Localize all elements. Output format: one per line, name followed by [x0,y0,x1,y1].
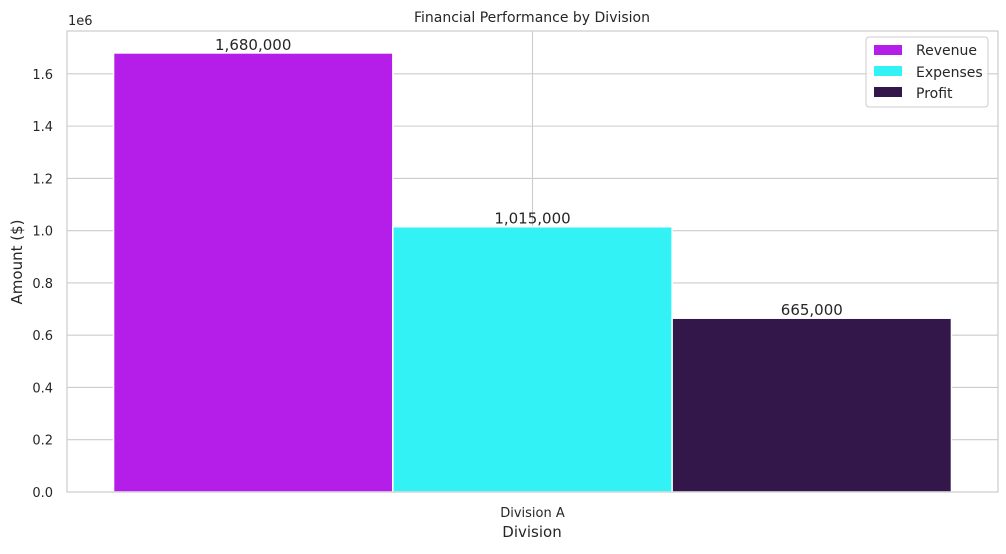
y-tick-label: 1.6 [32,68,53,83]
bar-revenue [112,52,394,493]
ticks-layer: 0.0 0.2 0.4 0.6 0.8 1.0 1.2 1.4 1.6 Division A [32,68,565,521]
legend-swatch-expenses [874,66,902,76]
bar-expenses [392,225,673,493]
legend-label-revenue: Revenue [916,43,977,59]
y-tick-label: 1.2 [32,172,53,187]
y-tick-label: 0.2 [32,434,53,449]
y-tick-label: 1.4 [32,120,53,135]
plot-frame [66,30,999,493]
chart-title: Financial Performance by Division [414,10,650,26]
y-axis-label: Amount ($) [8,220,26,305]
bar-profit [671,317,953,493]
legend-label-profit: Profit [916,86,953,102]
bar-value-label: 1,680,000 [215,36,291,54]
y-tick-label: 0.6 [32,329,53,344]
y-tick-label: 0.0 [32,486,53,501]
x-tick-label: Division A [500,506,565,521]
legend: Revenue Expenses Profit [865,36,989,108]
legend-swatch-revenue [874,45,902,55]
legend-swatch-profit [874,87,902,97]
legend-label-expenses: Expenses [916,65,983,81]
bar-value-label: 665,000 [781,301,843,319]
y-tick-label: 1.0 [32,225,53,240]
y-tick-label: 0.8 [32,277,53,292]
labels-layer: 1,680,000 1,015,000 665,000 [215,36,843,319]
y-tick-label: 0.4 [32,381,53,396]
x-axis-label: Division [502,523,561,541]
bar-value-label: 1,015,000 [494,210,570,228]
y-offset-label: 1e6 [68,14,93,29]
